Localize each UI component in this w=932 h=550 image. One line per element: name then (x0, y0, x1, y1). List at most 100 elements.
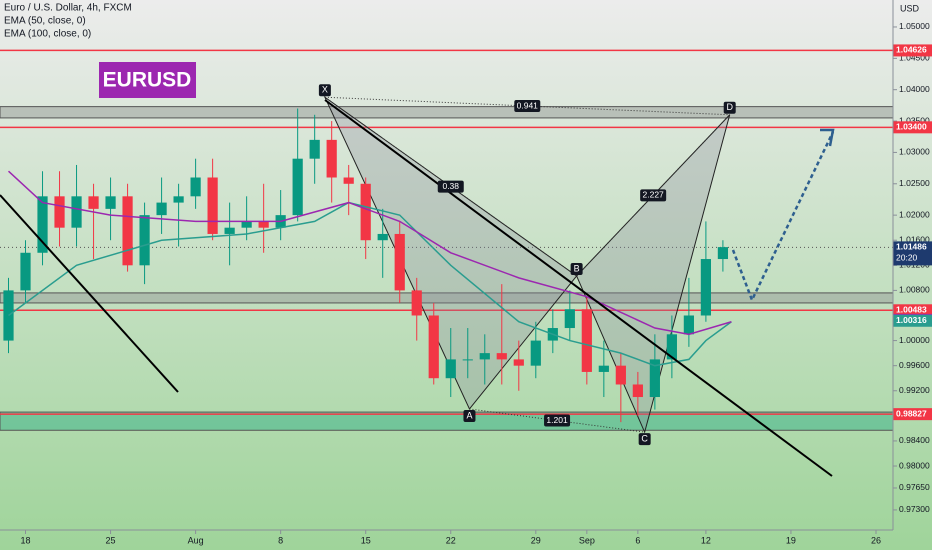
ratio-box (437, 180, 464, 193)
candle-body (326, 139, 337, 178)
candle-body (700, 259, 711, 316)
pattern-point-box (570, 262, 583, 275)
candle-body (428, 315, 439, 379)
candle-body (105, 196, 116, 209)
candle-body (241, 221, 252, 228)
candle-body (122, 196, 133, 266)
candle-body (445, 359, 456, 379)
candle-body (496, 353, 507, 360)
candle-body (309, 139, 320, 159)
price-label: 1.01486 (896, 242, 927, 252)
pattern-point-box (638, 433, 651, 446)
y-tick-label: 1.00000 (899, 335, 930, 345)
pattern-point-label: A (466, 410, 472, 420)
x-tick-label: 15 (361, 535, 371, 545)
candle-body (598, 365, 609, 372)
ratio-label: 0.38 (442, 181, 459, 191)
trend-line (0, 194, 179, 393)
candle-body (632, 384, 643, 398)
candle-body (207, 177, 218, 234)
x-tick-label: 29 (531, 535, 541, 545)
chart-title: Euro / U.S. Dollar, 4h, FXCM (4, 3, 132, 14)
x-tick-label: 22 (446, 535, 456, 545)
price-label: 1.04626 (896, 45, 927, 55)
x-tick-label: Aug (188, 535, 204, 545)
candle-body (615, 365, 626, 385)
candle-body (54, 196, 65, 228)
candle-body (462, 359, 473, 361)
candle-body (224, 227, 235, 234)
price-label-box (893, 121, 932, 134)
indicator-label: EMA (100, close, 0) (4, 29, 91, 40)
candle-body (479, 353, 490, 360)
y-tick-label: 0.97300 (899, 504, 930, 514)
y-tick-label: 0.97650 (899, 482, 930, 492)
candle-body (360, 183, 371, 241)
badge-box (99, 62, 196, 98)
ratio-box (514, 100, 541, 112)
candle-body (377, 233, 388, 241)
ratio-box (640, 189, 667, 202)
candle-body (649, 359, 660, 398)
x-tick-label: 12 (701, 535, 711, 545)
y-tick-label: 1.01600 (899, 234, 930, 244)
pattern-point-label: D (726, 102, 733, 112)
x-tick-label: 6 (635, 535, 640, 545)
price-label-box (893, 314, 932, 327)
candle-body (513, 359, 524, 366)
x-tick-label: 19 (786, 535, 796, 545)
x-tick-label: 8 (278, 535, 283, 545)
y-tick-label: 1.05000 (899, 21, 930, 31)
candle-body (37, 196, 48, 253)
candle-body (190, 177, 201, 197)
candle-body (258, 221, 269, 228)
candle-body (156, 202, 167, 216)
candle-body (20, 252, 31, 291)
candle-body (411, 290, 422, 316)
candle-body (343, 177, 354, 184)
price-label: 1.00316 (896, 315, 927, 325)
pattern-point-label: X (322, 85, 328, 95)
zone (0, 106, 894, 119)
ratio-label: 0.941 (517, 100, 539, 110)
ratio-box (544, 414, 571, 427)
x-tick-label: 18 (21, 535, 31, 545)
candle-body (717, 247, 729, 260)
candle-body (581, 309, 592, 372)
y-tick-label: 1.02500 (899, 178, 930, 188)
y-tick-label: 1.02000 (899, 209, 930, 219)
price-label: 0.98827 (896, 408, 927, 418)
y-tick-label: 1.03000 (899, 147, 930, 157)
pattern-point-box (723, 101, 736, 114)
countdown: 20:20 (896, 253, 918, 263)
price-label-box (893, 44, 932, 57)
candle-body (666, 334, 677, 360)
pattern-point-box (463, 409, 476, 422)
y-tick-label: 0.99200 (899, 385, 930, 395)
ratio-label: 2.227 (643, 190, 665, 200)
y-tick-label: 1.03500 (899, 115, 930, 125)
y-tick-label: 1.00800 (899, 285, 930, 295)
candle-body (564, 309, 575, 329)
y-tick-label: 0.99600 (899, 360, 930, 370)
pattern-point-box (318, 84, 331, 97)
candle-body (88, 196, 99, 209)
price-label-box (893, 304, 932, 317)
trend-line (324, 99, 833, 477)
projection-arrowhead (820, 128, 835, 147)
candle-body (3, 290, 14, 341)
projection-path (731, 131, 835, 304)
x-tick-label: 25 (106, 535, 116, 545)
x-tick-label: Sep (579, 535, 595, 545)
price-label: 1.00483 (896, 305, 927, 315)
pattern-dotted-line (324, 96, 577, 277)
indicator-label: EMA (50, close, 0) (4, 16, 86, 27)
y-tick-label: 0.98000 (899, 460, 930, 470)
ema-line (7, 170, 732, 336)
candle-body (683, 315, 694, 335)
y-tick-label: 1.04000 (899, 84, 930, 94)
candle-body (292, 158, 303, 216)
candle-body (530, 340, 541, 366)
currency-label: USD (900, 3, 920, 13)
x-tick-label: 26 (871, 535, 881, 545)
